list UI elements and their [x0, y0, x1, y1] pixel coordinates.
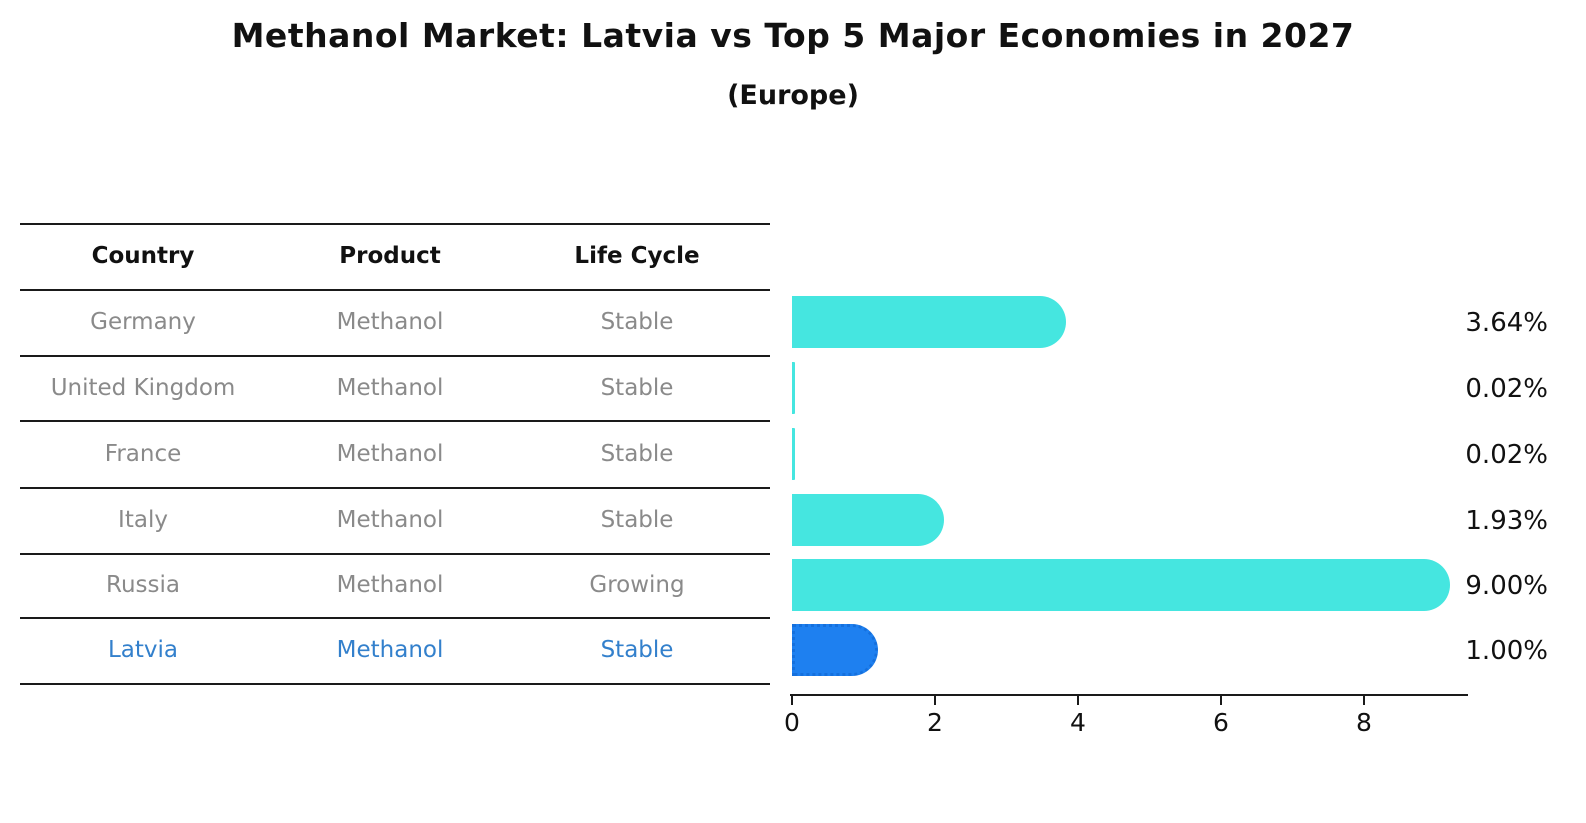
cell-lifecycle: Stable — [600, 637, 674, 663]
cell-product: Methanol — [336, 440, 444, 467]
bar-italy — [792, 494, 944, 546]
x-axis-tick-label: 6 — [1213, 708, 1229, 737]
bar-germany — [792, 296, 1067, 348]
x-axis-tick — [1220, 696, 1222, 705]
bar-france — [792, 427, 795, 480]
table-rule — [20, 683, 770, 685]
cell-lifecycle: Stable — [600, 309, 674, 335]
x-axis-tick-label: 0 — [784, 708, 800, 737]
table-rule — [20, 487, 770, 489]
bar-united-kingdom — [792, 361, 795, 414]
x-axis-tick — [791, 696, 793, 705]
bar-value-label: 0.02% — [1465, 439, 1548, 470]
x-axis-tick-label: 8 — [1356, 708, 1372, 737]
bar-value-label: 0.02% — [1465, 373, 1548, 404]
table-rule — [20, 553, 770, 555]
x-axis-tick-label: 2 — [927, 708, 943, 737]
cell-product: Methanol — [336, 507, 444, 533]
column-header-product: Product — [339, 243, 441, 269]
table-rule — [20, 355, 770, 357]
bar-latvia-highlight — [792, 624, 878, 676]
cell-lifecycle: Growing — [589, 572, 685, 598]
table-rule — [20, 617, 770, 619]
bar-value-label: 1.93% — [1465, 506, 1548, 536]
cell-lifecycle: Stable — [600, 440, 674, 467]
cell-lifecycle: Stable — [600, 374, 674, 401]
cell-product: Methanol — [336, 637, 444, 663]
cell-country: Latvia — [107, 637, 179, 663]
cell-country: Italy — [118, 507, 168, 533]
cell-product: Methanol — [336, 572, 444, 598]
x-axis-tick — [1077, 696, 1079, 705]
cell-lifecycle: Stable — [600, 507, 674, 533]
bar-value-label: 1.00% — [1465, 636, 1548, 666]
cell-product: Methanol — [336, 309, 444, 335]
cell-country: Russia — [106, 572, 180, 598]
table-rule — [20, 223, 770, 225]
column-header-lifecycle: Life Cycle — [574, 243, 700, 269]
x-axis-tick — [1363, 696, 1365, 705]
chart-subtitle: (Europe) — [727, 80, 859, 111]
bar-value-label: 9.00% — [1465, 571, 1548, 601]
bar-value-label: 3.64% — [1465, 308, 1548, 338]
column-header-country: Country — [91, 243, 195, 269]
x-axis-tick — [934, 696, 936, 705]
table-rule — [20, 420, 770, 422]
table-rule — [20, 289, 770, 291]
x-axis-tick-label: 4 — [1070, 708, 1086, 737]
cell-country: United Kingdom — [50, 374, 236, 401]
cell-country: France — [104, 440, 182, 467]
chart-title: Methanol Market: Latvia vs Top 5 Major E… — [231, 16, 1355, 55]
cell-country: Germany — [90, 309, 196, 335]
cell-product: Methanol — [336, 374, 444, 401]
bar-russia — [792, 559, 1450, 611]
x-axis-line — [790, 694, 1468, 696]
